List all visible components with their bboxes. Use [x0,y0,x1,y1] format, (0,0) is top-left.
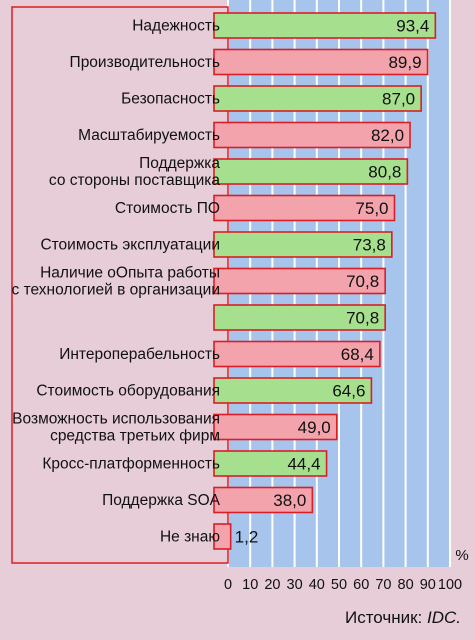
bar [213,12,437,39]
bar-value-label: 70,8 [346,309,379,328]
bar [213,340,381,368]
category-label: Возможность использования [12,411,220,428]
bar [213,523,232,550]
x-tick-label: 0 [224,577,232,593]
source-name: IDC. [427,608,461,627]
bar [213,194,396,222]
bar-value-label: 68,4 [341,345,374,364]
category-label: Безопасность [121,91,220,108]
x-tick-label: 40 [309,577,325,593]
x-axis-unit: % [455,547,468,564]
label-panel [11,6,229,564]
bar-value-label: 82,0 [371,126,404,145]
bar [213,304,386,331]
source-note: Источник: IDC. [345,608,461,628]
x-tick-label: 30 [287,577,303,593]
x-tick-label: 20 [264,577,280,593]
bar-value-label: 87,0 [382,90,415,109]
category-label: со стороны поставщика [49,172,220,189]
category-label: Поддержка SOA [102,492,221,509]
bar [213,413,338,441]
bar [213,486,314,514]
x-tick-label: 60 [353,577,369,593]
category-label: Кросс-платформенность [42,456,220,473]
bar-value-label: 44,4 [287,455,320,474]
source-prefix: Источник: [344,608,427,627]
bar [213,158,409,185]
bar-value-label: 70,8 [346,272,379,291]
x-tick-label: 80 [398,577,414,593]
bar [213,48,429,76]
category-label: с технологией в организации [12,282,220,299]
x-axis-ticks: 0 10 20 30 40 50 60 70 80 90 100 [224,577,462,593]
category-label: Наличие оОпыта работы [40,265,220,282]
bar [213,267,386,295]
bar-value-label: 73,8 [353,236,386,255]
bar [213,85,422,112]
category-labels: Надежность Производительность Безопасность… [12,18,221,546]
category-label: Не знаю [160,529,220,546]
bar-value-label: 75,0 [355,199,388,218]
x-tick-label: 50 [331,577,347,593]
bar-value-label: 80,8 [368,163,401,182]
bar [213,377,373,404]
bars: 93,4 89,9 87,0 82,0 80,8 75,0 73,8 70,8 70,8 68,4… [213,12,437,550]
bar [213,121,411,149]
x-tick-label: 70 [375,577,391,593]
category-label: Поддержка [139,155,220,172]
x-tick-label: 100 [438,577,462,593]
bar-value-label: 38,0 [273,491,306,510]
bar-value-label: 93,4 [396,17,429,36]
category-label: Интероперабельность [59,346,220,363]
x-tick-label: 90 [420,577,436,593]
category-label: Стоимость эксплуатации [40,237,220,254]
bar-value-label: 64,6 [332,382,365,401]
category-label: Стоимость оборудования [36,383,220,400]
category-label: Надежность [132,18,220,35]
x-tick-label: 10 [242,577,258,593]
bar-value-label: 89,9 [388,53,421,72]
bar-value-label: 49,0 [298,418,331,437]
bar-value-label: 1,2 [235,528,259,547]
category-label: Производительность [70,54,220,71]
bar [213,450,328,477]
bar [213,231,393,258]
category-label: средства третьих фирм [50,428,220,445]
category-label: Стоимость ПО [115,200,220,217]
category-label: Масштабируемость [78,127,220,144]
